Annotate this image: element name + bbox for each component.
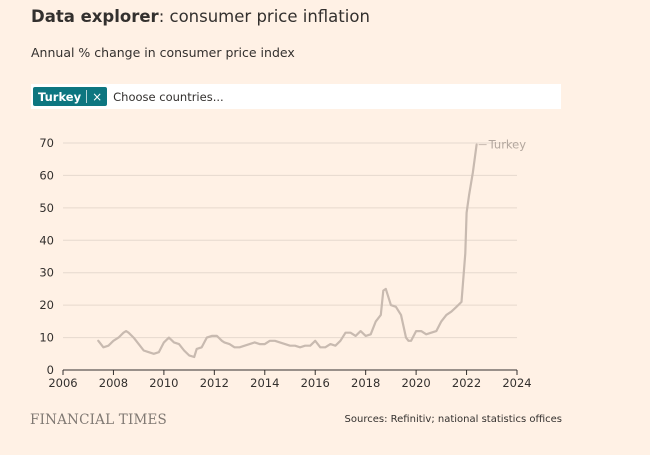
close-icon[interactable]: × (92, 89, 103, 104)
y-tick-label: 20 (39, 298, 54, 312)
series-label: Turkey (488, 138, 527, 152)
x-tick-label: 2006 (48, 376, 77, 390)
x-tick-label: 2014 (250, 376, 279, 390)
ft-logo: FINANCIAL TIMES (30, 412, 168, 428)
chip-divider (86, 90, 88, 103)
country-chip-label: Turkey (38, 89, 82, 104)
axes: 0 10 20 30 40 50 60 70 2006 2008 2010 2012 2014 2016 2… (39, 136, 531, 390)
x-tick-label: 2022 (452, 376, 481, 390)
y-tick-label: 60 (39, 168, 54, 182)
series-layer: Turkey (97, 138, 527, 359)
x-tick-label: 2024 (502, 376, 531, 390)
y-tick-label: 0 (47, 363, 54, 377)
title-rest: : consumer price inflation (158, 7, 370, 26)
country-selector[interactable]: Turkey × Choose countries... (31, 84, 561, 109)
page-title: Data explorer: consumer price inflation (31, 7, 370, 26)
x-tick-label: 2008 (99, 376, 128, 390)
series-line-turkey[interactable] (97, 143, 478, 359)
x-tick-label: 2010 (149, 376, 178, 390)
y-tick-label: 30 (39, 266, 54, 280)
y-tick-label: 10 (39, 331, 54, 345)
source-note: Sources: Refinitiv; national statistics … (344, 414, 562, 425)
line-chart: 0 10 20 30 40 50 60 70 2006 2008 2010 2012 2014 2016 2… (39, 136, 531, 390)
chart-subtitle: Annual % change in consumer price index (31, 45, 295, 60)
y-tick-label: 40 (39, 233, 54, 247)
y-tick-label: 50 (39, 201, 54, 215)
title-bold: Data explorer (31, 7, 159, 26)
y-tick-label: 70 (39, 136, 54, 150)
country-search-input[interactable]: Choose countries... (113, 89, 224, 104)
x-tick-label: 2012 (200, 376, 229, 390)
x-tick-label: 2018 (351, 376, 380, 390)
x-tick-label: 2020 (401, 376, 430, 390)
x-tick-label: 2016 (301, 376, 330, 390)
gridlines (63, 142, 517, 339)
country-chip-turkey[interactable]: Turkey × (33, 87, 108, 106)
